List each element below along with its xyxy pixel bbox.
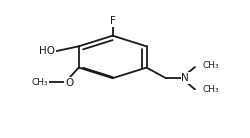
Text: CH₃: CH₃ — [203, 85, 219, 94]
Text: N: N — [182, 73, 189, 83]
Text: F: F — [110, 16, 116, 26]
Text: HO: HO — [39, 46, 55, 56]
Text: O: O — [65, 78, 73, 88]
Text: CH₃: CH₃ — [32, 79, 48, 87]
Text: CH₃: CH₃ — [203, 61, 219, 71]
